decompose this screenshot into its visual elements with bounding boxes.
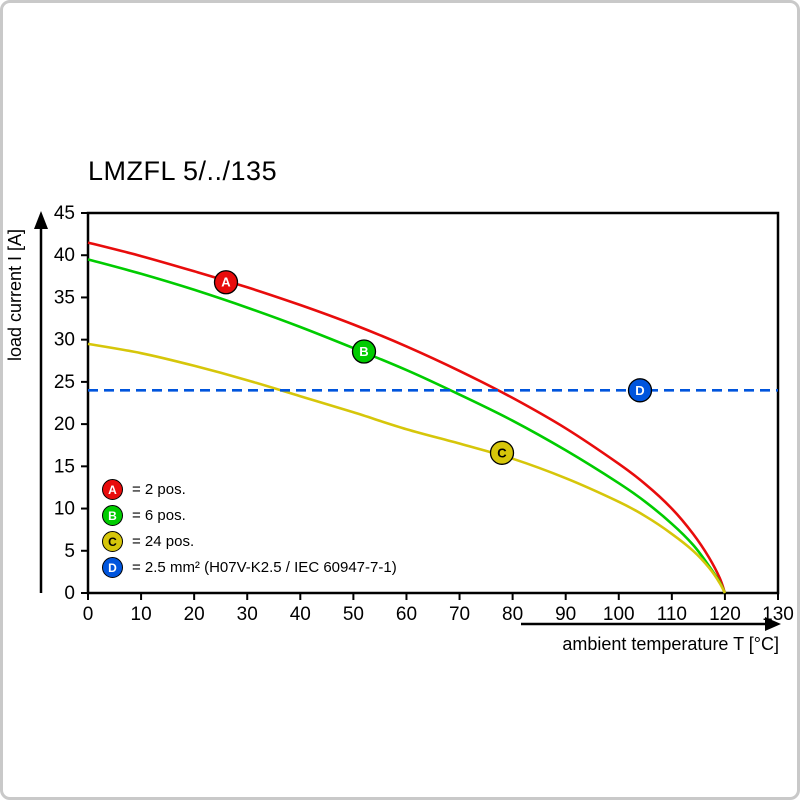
x-tick-label: 50 xyxy=(343,604,364,625)
x-tick-label: 40 xyxy=(290,604,311,625)
chart-title: LMZFL 5/../135 xyxy=(88,156,278,186)
legend-item-a: A = 2 pos. xyxy=(102,479,397,500)
legend-marker-d-icon: D xyxy=(102,557,123,578)
marker-c xyxy=(489,440,515,465)
y-tick-label: 40 xyxy=(54,245,75,266)
x-tick-label: 20 xyxy=(184,604,205,625)
y-tick-label: 0 xyxy=(64,583,75,604)
x-tick-label: 80 xyxy=(502,604,523,625)
legend-item-d: D = 2.5 mm² (H07V-K2.5 / IEC 60947-7-1) xyxy=(102,557,397,578)
y-axis-arrowhead xyxy=(34,211,48,229)
marker-a xyxy=(213,270,239,295)
legend-marker-a-icon: A xyxy=(102,479,123,500)
marker-letter-b: B xyxy=(359,344,368,359)
marker-d xyxy=(627,378,653,403)
x-tick-label: 110 xyxy=(657,604,687,625)
legend-label-d: = 2.5 mm² (H07V-K2.5 / IEC 60947-7-1) xyxy=(132,559,397,576)
x-axis-label: ambient temperature T [°C] xyxy=(562,634,779,654)
chart-plot: 0 10 20 30 40 50 60 70 80 90 100 110 120 130051015202… xyxy=(5,203,794,654)
y-tick-label: 10 xyxy=(54,499,75,520)
y-tick-label: 25 xyxy=(54,372,75,393)
marker-letter-a: A xyxy=(221,275,231,290)
y-tick-label: 35 xyxy=(54,287,75,308)
x-tick-label: 70 xyxy=(449,604,470,625)
y-tick-label: 5 xyxy=(64,541,75,562)
curve-b xyxy=(87,258,727,594)
y-tick-label: 45 xyxy=(54,203,75,224)
x-tick-label: 120 xyxy=(709,604,741,625)
marker-letter-c: C xyxy=(497,445,507,460)
y-tick-label: 30 xyxy=(54,330,75,351)
y-axis-label: load current I [A] xyxy=(5,229,25,361)
x-tick-label: 30 xyxy=(237,604,258,625)
legend-item-c: C = 24 pos. xyxy=(102,531,397,552)
x-tick-label: 90 xyxy=(555,604,576,625)
x-tick-label: 0 xyxy=(83,604,94,625)
y-tick-label: 20 xyxy=(54,414,75,435)
chart-legend: A = 2 pos. B = 6 pos. C = 24 pos. D = 2.5 mm² (… xyxy=(102,479,397,578)
marker-b xyxy=(351,339,377,364)
x-tick-label: 100 xyxy=(603,604,635,625)
legend-label-a: = 2 pos. xyxy=(132,481,186,498)
legend-label-c: = 24 pos. xyxy=(132,533,195,550)
legend-item-b: B = 6 pos. xyxy=(102,505,397,526)
plot-frame xyxy=(86,211,780,595)
legend-label-b: = 6 pos. xyxy=(132,507,186,524)
x-tick-label: 60 xyxy=(396,604,417,625)
x-axis-arrowhead xyxy=(765,617,781,631)
legend-marker-b-icon: B xyxy=(102,505,123,526)
legend-marker-c-icon: C xyxy=(102,531,123,552)
x-tick-label: 10 xyxy=(131,604,152,625)
marker-letter-d: D xyxy=(635,383,644,398)
y-tick-label: 15 xyxy=(54,456,75,477)
